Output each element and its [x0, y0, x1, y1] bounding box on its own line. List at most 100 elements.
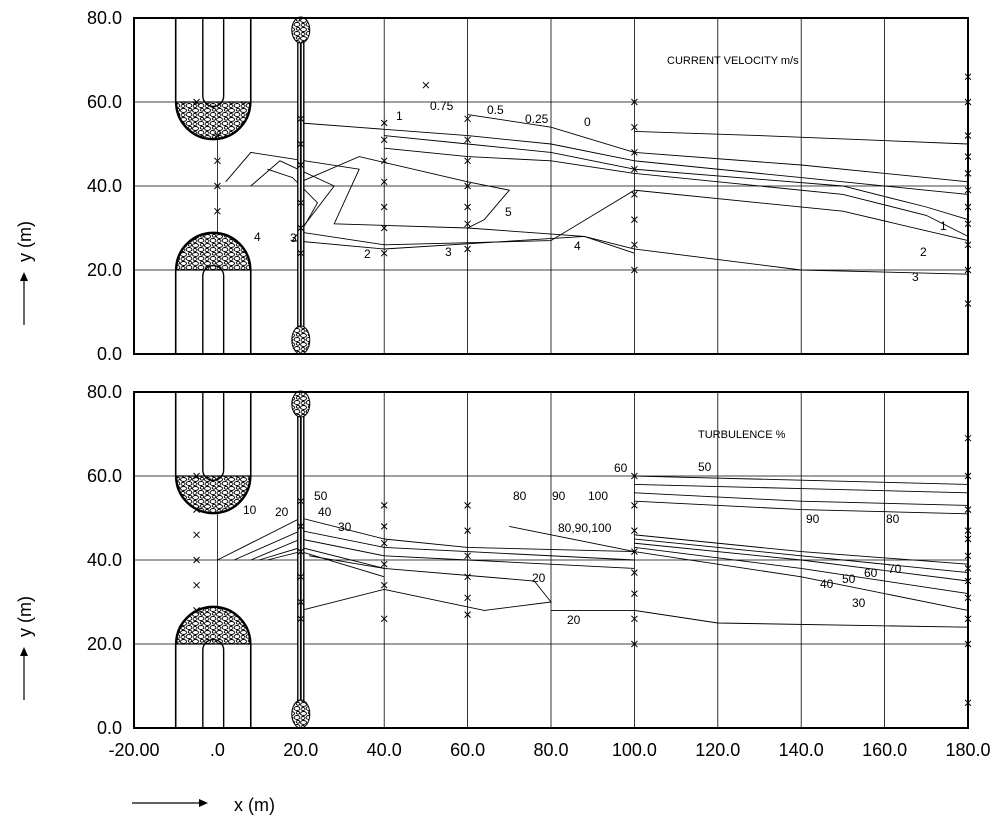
measurement-marker: [380, 539, 388, 547]
y-tick-labels: 0.0 20.0 40.0 60.0 80.0: [87, 382, 122, 738]
plot-frame: [133, 17, 969, 355]
breakwater-lower-core: [202, 638, 225, 728]
contour-label-100: 100: [588, 489, 608, 503]
measurement-marker: [464, 136, 471, 144]
rubble-head-upper: [176, 101, 251, 140]
contour-line-80-90-100: [509, 525, 635, 553]
contour-label-60: 60: [614, 461, 628, 475]
measurement-marker: [464, 573, 471, 581]
contour-line-5: [300, 156, 511, 229]
measurement-marker: [631, 472, 638, 480]
measurement-marker: [464, 203, 471, 211]
contour-line-2: [267, 168, 969, 246]
axis-arrowhead: [199, 799, 208, 807]
x-tick-label: 160.0: [862, 740, 907, 760]
contour-label-1: 1: [396, 109, 403, 123]
measurement-marker: [193, 556, 200, 564]
measurement-points: [193, 73, 972, 307]
measurement-marker: [631, 98, 638, 106]
measurement-marker: [631, 640, 638, 648]
rubble-tip-bottom: [291, 325, 311, 355]
measurement-marker: [297, 199, 305, 207]
rubble-head-lower: [176, 606, 251, 645]
contour-label-3: 3: [445, 245, 452, 259]
measurement-marker: [631, 266, 638, 274]
measurement-marker: [297, 615, 305, 623]
contour-label-10: 10: [243, 503, 257, 517]
contour-line-4: [225, 151, 635, 254]
contour-label-80-90-100: 80,90,100: [558, 521, 612, 535]
measurement-marker: [380, 581, 388, 589]
y-tick-label: 80.0: [87, 382, 122, 402]
contour-label-3: 3: [290, 231, 297, 245]
measurement-marker: [380, 502, 388, 509]
measurement-marker: [631, 615, 638, 623]
x-axis-label: x (m): [234, 795, 275, 815]
measurement-marker: [193, 581, 200, 589]
x-tick-label: 20.0: [283, 740, 318, 760]
contour-label-2: 2: [364, 247, 371, 261]
contour-label-40: 40: [318, 505, 332, 519]
measurement-marker: [193, 472, 200, 480]
measurement-marker: [464, 182, 471, 190]
measurement-marker: [193, 506, 200, 513]
x-tick-label: .0: [210, 740, 225, 760]
contour-line-0.5: [300, 122, 969, 195]
contour-label-80: 80: [513, 489, 527, 503]
measurement-marker: [380, 157, 388, 165]
y-tick-label: 0.0: [97, 344, 122, 364]
y-axis-title-top: y (m): [15, 221, 35, 325]
contour-lines: [225, 114, 969, 275]
contour-label-0.75: 0.75: [430, 99, 454, 113]
contour-line-90: [634, 492, 969, 506]
breakwater-upper-core: [202, 18, 225, 108]
x-axis-title: x (m): [132, 795, 275, 815]
contour-label-40: 40: [820, 577, 834, 591]
measurement-marker: [297, 523, 305, 530]
contour-line-60: [634, 483, 969, 494]
measurement-marker: [631, 216, 638, 223]
x-tick-label: 40.0: [367, 740, 402, 760]
y-axis-label: y (m): [15, 596, 35, 637]
contour-label-20: 20: [275, 505, 289, 519]
measurement-marker: [631, 502, 638, 509]
contour-label-2: 2: [920, 245, 927, 259]
panel-current-velocity: 0.0 20.0 40.0 60.0 80.0 CURRENT VELOCITY m/s…: [87, 8, 972, 364]
axis-arrowhead: [20, 272, 28, 281]
contour-label-90: 90: [806, 512, 820, 526]
measurement-marker: [214, 157, 221, 165]
y-tick-label: 80.0: [87, 8, 122, 28]
x-tick-labels: -20.00 .0 20.0 40.0 60.0 80.0 100.0 120.0 140.0 1…: [108, 740, 990, 760]
contour-label-60: 60: [864, 566, 878, 580]
x-tick-label: 100.0: [612, 740, 657, 760]
measurement-marker: [297, 140, 305, 148]
contour-label-50: 50: [842, 572, 856, 586]
y-axis-label: y (m): [15, 221, 35, 262]
contour-label-80: 80: [886, 512, 900, 526]
contour-label-5: 5: [505, 205, 512, 219]
measurement-marker: [380, 523, 388, 530]
contour-line-10: [217, 517, 635, 561]
contour-label-50: 50: [314, 489, 328, 503]
x-tick-label: 120.0: [695, 740, 740, 760]
rubble-head-upper: [176, 475, 251, 514]
measurement-marker: [464, 245, 471, 253]
contour-label-30: 30: [852, 596, 866, 610]
rubble-tip-top: [291, 390, 311, 418]
contour-line-20: [551, 609, 969, 628]
measurement-marker: [380, 203, 388, 211]
measurement-marker: [631, 548, 638, 555]
measurement-marker: [631, 165, 638, 173]
y-tick-label: 60.0: [87, 92, 122, 112]
measurement-marker: [297, 115, 305, 123]
y-tick-label: 40.0: [87, 550, 122, 570]
contour-line-30: [250, 538, 635, 569]
contour-line-0: [634, 130, 969, 145]
breakwater-structures: [174, 16, 311, 355]
measurement-marker: [464, 220, 471, 228]
contour-label-50: 50: [698, 460, 712, 474]
measurement-marker: [297, 161, 305, 169]
measurement-marker: [631, 123, 638, 131]
contour-line-1: [384, 147, 969, 237]
measurement-marker: [631, 527, 638, 534]
